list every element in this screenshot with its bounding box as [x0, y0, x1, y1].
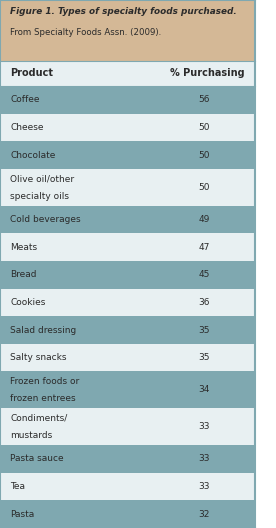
Text: 33: 33	[199, 455, 210, 464]
Text: Pasta: Pasta	[10, 510, 34, 518]
Text: frozen entrees: frozen entrees	[10, 394, 76, 403]
Text: Tea: Tea	[10, 482, 25, 491]
Text: Cheese: Cheese	[10, 123, 44, 132]
Bar	[0, 344, 254, 372]
Text: 47: 47	[199, 243, 210, 252]
Text: Condiments/: Condiments/	[10, 413, 67, 422]
Bar	[0, 206, 254, 233]
Bar	[0, 233, 254, 261]
Text: Cold beverages: Cold beverages	[10, 215, 81, 224]
Text: 33: 33	[199, 482, 210, 491]
Text: 50: 50	[199, 123, 210, 132]
Bar	[0, 86, 254, 114]
Text: 45: 45	[199, 270, 210, 279]
Bar	[0, 501, 254, 528]
Text: From Specialty Foods Assn. (2009).: From Specialty Foods Assn. (2009).	[10, 28, 161, 37]
Text: Coffee: Coffee	[10, 96, 40, 105]
Bar	[0, 316, 254, 344]
Bar	[0, 473, 254, 501]
Bar	[0, 289, 254, 316]
Text: 56: 56	[199, 96, 210, 105]
Text: % Purchasing: % Purchasing	[170, 69, 245, 78]
Bar	[0, 445, 254, 473]
Text: 34: 34	[199, 385, 210, 394]
Bar	[0, 114, 254, 142]
Text: Salad dressing: Salad dressing	[10, 326, 76, 335]
Text: Cookies: Cookies	[10, 298, 46, 307]
Text: Salty snacks: Salty snacks	[10, 353, 67, 362]
Text: Bread: Bread	[10, 270, 37, 279]
Text: 35: 35	[199, 353, 210, 362]
Text: Pasta sauce: Pasta sauce	[10, 455, 64, 464]
Text: Olive oil/other: Olive oil/other	[10, 174, 74, 183]
Text: 32: 32	[199, 510, 210, 518]
Bar	[0, 408, 254, 445]
Text: 33: 33	[199, 422, 210, 431]
Text: mustards: mustards	[10, 431, 52, 440]
Bar	[0, 169, 254, 206]
Text: 36: 36	[199, 298, 210, 307]
Bar	[0, 61, 254, 86]
Text: Meats: Meats	[10, 243, 37, 252]
Text: 50: 50	[199, 150, 210, 159]
Bar	[0, 142, 254, 169]
Text: 50: 50	[199, 183, 210, 192]
Text: 49: 49	[199, 215, 210, 224]
Text: Figure 1. Types of specialty foods purchased.: Figure 1. Types of specialty foods purch…	[10, 7, 237, 16]
Text: Product: Product	[10, 69, 53, 78]
Bar	[0, 0, 254, 61]
Bar	[0, 372, 254, 408]
Text: Chocolate: Chocolate	[10, 150, 55, 159]
Text: 35: 35	[199, 326, 210, 335]
Text: specialty oils: specialty oils	[10, 192, 69, 201]
Text: Frozen foods or: Frozen foods or	[10, 376, 79, 385]
Bar	[0, 261, 254, 289]
